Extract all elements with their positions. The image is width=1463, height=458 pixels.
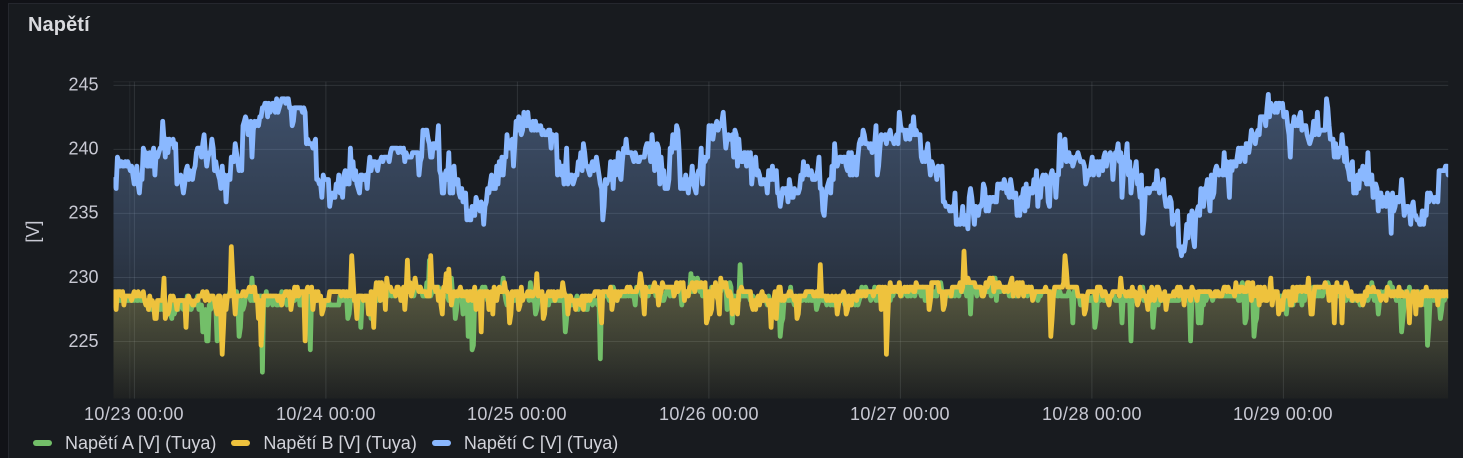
svg-text:[V]: [V] — [23, 221, 43, 243]
svg-text:225: 225 — [68, 331, 98, 351]
svg-text:10/23 00:00: 10/23 00:00 — [84, 404, 184, 424]
svg-text:10/26 00:00: 10/26 00:00 — [659, 404, 759, 424]
svg-text:240: 240 — [68, 139, 98, 159]
svg-text:245: 245 — [68, 75, 98, 95]
svg-text:10/27 00:00: 10/27 00:00 — [850, 404, 950, 424]
svg-text:230: 230 — [68, 267, 98, 287]
svg-text:10/28 00:00: 10/28 00:00 — [1042, 404, 1142, 424]
svg-text:10/24 00:00: 10/24 00:00 — [276, 404, 376, 424]
svg-text:235: 235 — [68, 203, 98, 223]
svg-text:10/29 00:00: 10/29 00:00 — [1233, 404, 1333, 424]
svg-text:10/25 00:00: 10/25 00:00 — [467, 404, 567, 424]
